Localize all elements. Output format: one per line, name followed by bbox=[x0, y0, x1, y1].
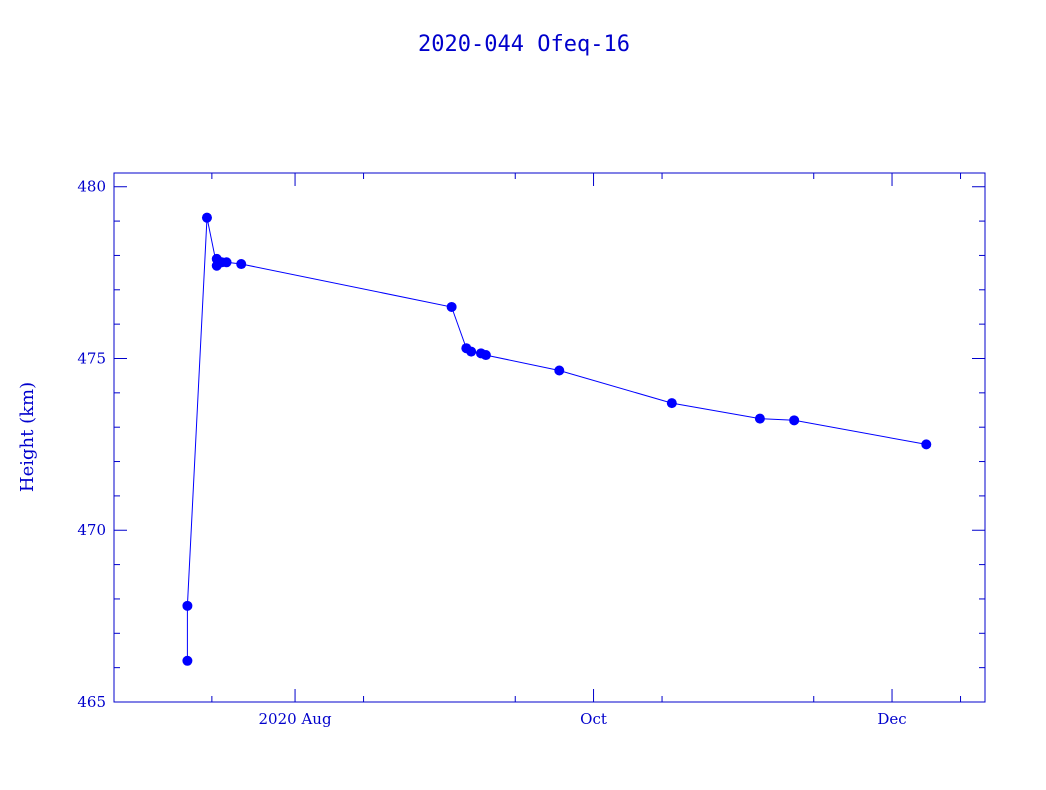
data-point bbox=[182, 655, 193, 666]
data-point bbox=[789, 415, 800, 426]
plot-frame bbox=[113, 172, 986, 703]
data-point bbox=[666, 398, 677, 409]
series-line bbox=[186, 217, 927, 661]
y-ticks: 465 470 475 480 bbox=[77, 178, 985, 711]
minor-ticks bbox=[114, 173, 985, 702]
chart-title: 2020-044 Ofeq-16 bbox=[418, 32, 630, 57]
x-tick-label: 2020 Aug bbox=[259, 710, 332, 728]
series-layer bbox=[182, 212, 932, 666]
data-point bbox=[466, 346, 477, 357]
data-point bbox=[446, 301, 457, 312]
x-ticks: 2020 Aug Oct Dec bbox=[259, 173, 907, 728]
y-tick-label: 470 bbox=[77, 521, 106, 539]
data-point bbox=[554, 365, 565, 376]
data-point bbox=[221, 257, 232, 268]
y-tick-label: 480 bbox=[77, 178, 106, 196]
data-point bbox=[201, 212, 212, 223]
x-tick-label: Oct bbox=[580, 710, 607, 728]
y-tick-label: 475 bbox=[77, 349, 106, 367]
data-point bbox=[480, 350, 491, 361]
data-point bbox=[754, 413, 765, 424]
y-axis-label: Height (km) bbox=[17, 382, 38, 492]
x-tick-label: Dec bbox=[877, 710, 906, 728]
data-point bbox=[182, 600, 193, 611]
data-point bbox=[921, 439, 932, 450]
y-tick-label: 465 bbox=[77, 693, 106, 711]
data-point bbox=[236, 259, 247, 270]
